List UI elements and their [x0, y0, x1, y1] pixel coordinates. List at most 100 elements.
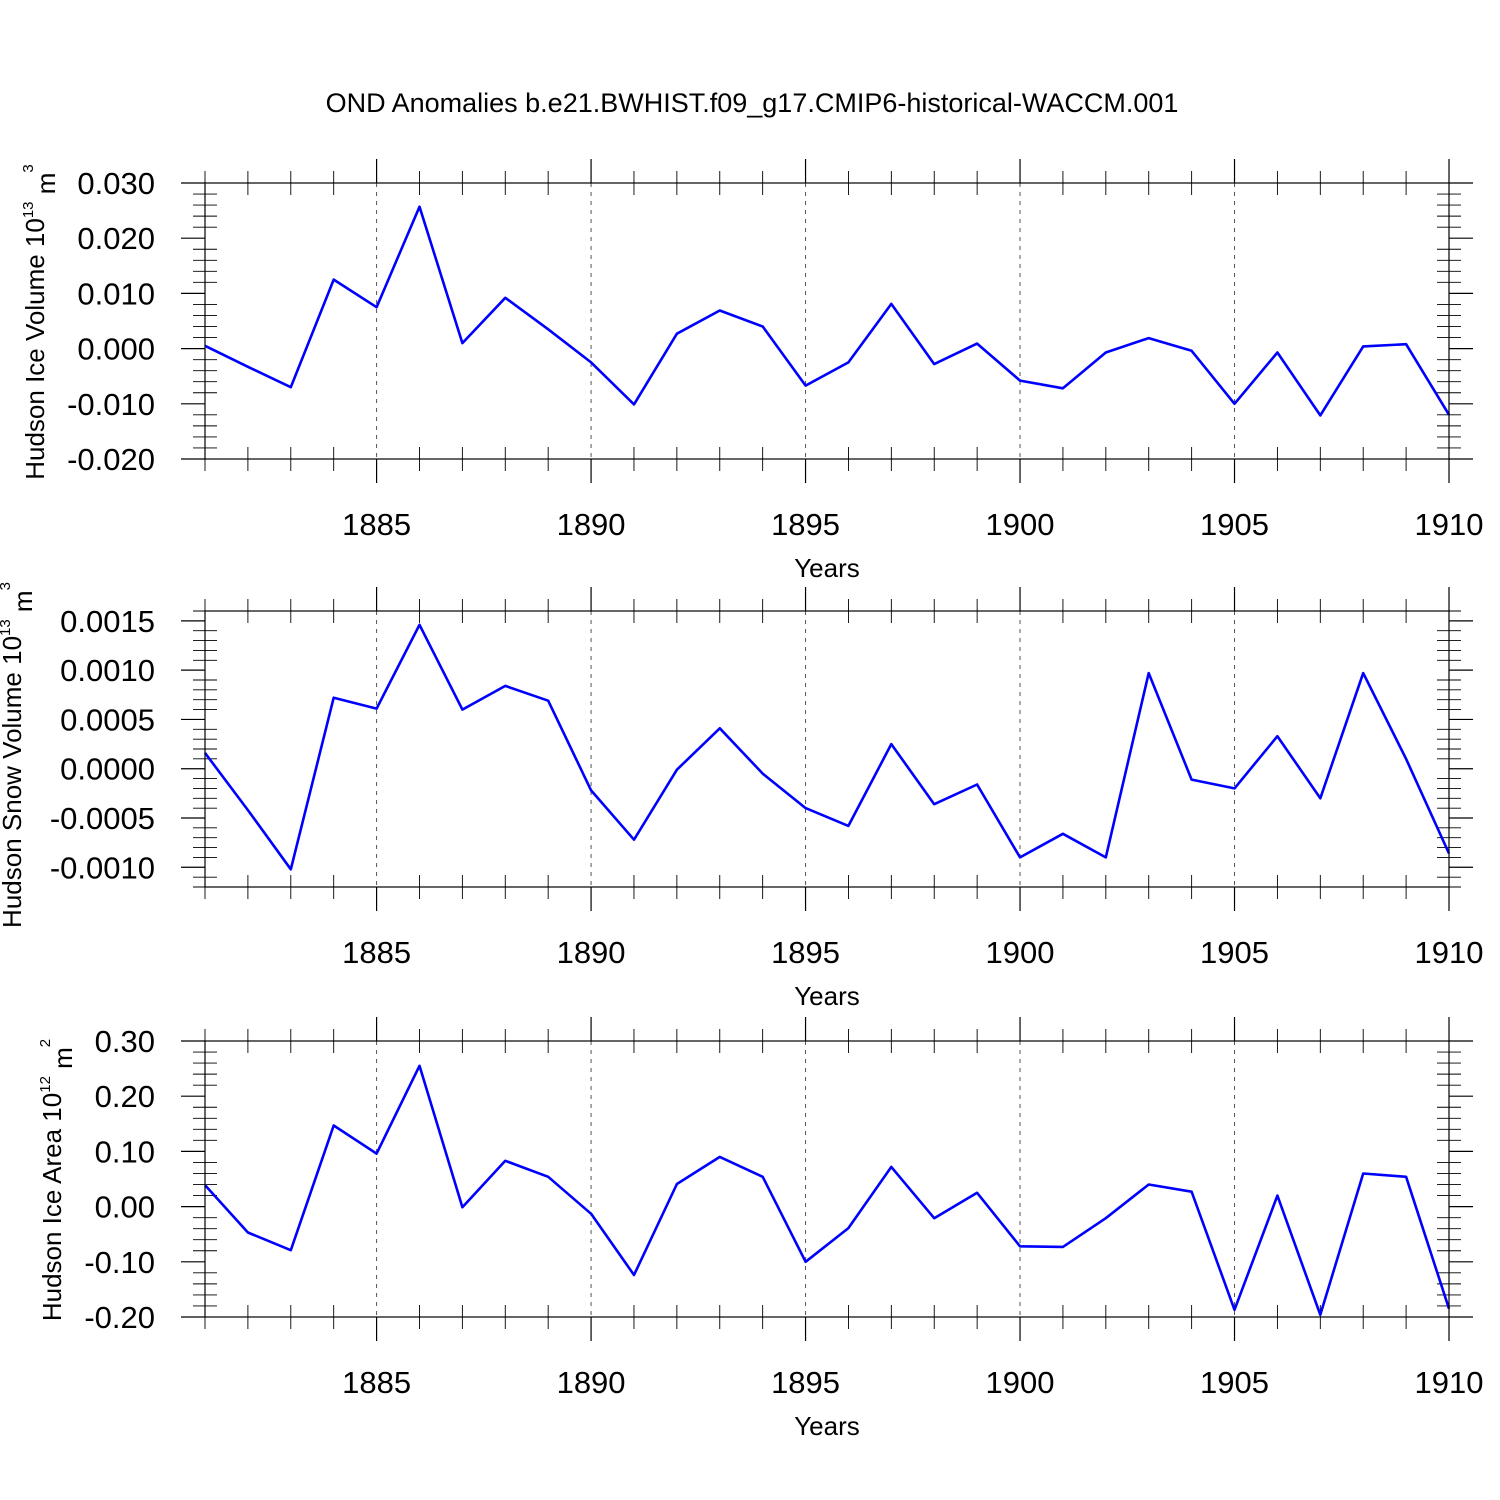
chart-panel-1: -0.020 -0.010 0.000 0.010 0.020 0.030 1885 1890…	[20, 159, 1483, 583]
plot-frame	[204, 1040, 1450, 1318]
data-point	[1233, 402, 1237, 406]
data-point	[1147, 671, 1151, 675]
x-tick-label: 1895	[771, 507, 840, 542]
y-tick-label: 0.00	[95, 1190, 155, 1225]
x-tick-label: 1885	[342, 935, 411, 970]
y-label-superscript: 13	[0, 619, 14, 636]
data-point	[932, 802, 936, 806]
data-point	[289, 1248, 293, 1252]
data-point	[846, 1226, 850, 1230]
data-point	[1018, 855, 1022, 859]
data-point	[1318, 796, 1322, 800]
x-tick-label: 1885	[342, 1365, 411, 1400]
y-tick-label: 0.0015	[60, 604, 155, 639]
data-point	[804, 384, 808, 388]
data-point	[1361, 671, 1365, 675]
x-tick-label: 1905	[1200, 1365, 1269, 1400]
data-point	[332, 1123, 336, 1127]
data-point	[1061, 1245, 1065, 1249]
data-point	[1190, 1190, 1194, 1194]
data-point	[718, 726, 722, 730]
series-line	[204, 1064, 1451, 1317]
y-tick-label: 0.030	[77, 166, 155, 201]
data-point	[417, 205, 421, 209]
data-point	[1061, 386, 1065, 390]
x-tick-label: 1885	[342, 507, 411, 542]
data-point	[632, 1273, 636, 1277]
data-point	[1233, 1308, 1237, 1312]
series-line	[203, 623, 1451, 871]
data-point	[1190, 349, 1194, 353]
y-tick-label: 0.0010	[60, 653, 155, 688]
data-point	[375, 1152, 379, 1156]
data-point	[503, 1159, 507, 1163]
y-label-superscript: 13	[20, 201, 37, 218]
x-tick-label: 1910	[1415, 507, 1484, 542]
plot-frame	[204, 182, 1450, 460]
x-tick-label: 1900	[986, 935, 1055, 970]
data-point	[1233, 786, 1237, 790]
chart-panel-3: -0.20 -0.10 0.00 0.10 0.20 0.30 1885 1890 1895 19…	[37, 1017, 1483, 1441]
data-point	[1147, 1183, 1151, 1187]
y-tick-label: 0.020	[77, 221, 155, 256]
data-point	[932, 362, 936, 366]
y-axis-label: Hudson Snow Volume 1013 m3	[0, 582, 38, 928]
x-tick-label: 1890	[557, 1365, 626, 1400]
x-tick-label: 1895	[771, 935, 840, 970]
data-point	[889, 1165, 893, 1169]
data-point	[1104, 350, 1108, 354]
data-point	[1061, 832, 1065, 836]
data-point	[846, 360, 850, 364]
data-point	[975, 1191, 979, 1195]
data-point	[1190, 778, 1194, 782]
data-point	[718, 1155, 722, 1159]
x-axis-label: Years	[794, 981, 860, 1011]
y-label-text: m	[8, 590, 38, 619]
data-point	[1147, 336, 1151, 340]
x-tick-label: 1910	[1415, 935, 1484, 970]
data-point	[1275, 734, 1279, 738]
y-tick-label: 0.30	[95, 1024, 155, 1059]
y-label-superscript: 3	[0, 582, 14, 590]
data-point	[932, 1216, 936, 1220]
y-label-text: Hudson Ice Area 10	[37, 1093, 67, 1321]
data-point	[1104, 1216, 1108, 1220]
y-tick-label: 0.0000	[60, 752, 155, 787]
data-point	[1404, 1175, 1408, 1179]
y-label-superscript: 3	[20, 164, 37, 172]
data-point	[889, 742, 893, 746]
data-point	[246, 808, 250, 812]
y-tick-label: -0.010	[67, 387, 155, 422]
data-point	[761, 772, 765, 776]
y-tick-label: -0.0010	[50, 850, 155, 885]
y-axis-label: Hudson Ice Volume 1013 m3	[20, 164, 61, 480]
x-tick-label: 1905	[1200, 935, 1269, 970]
data-point	[1404, 757, 1408, 761]
data-point	[503, 296, 507, 300]
data-point	[417, 1064, 421, 1068]
data-point	[889, 302, 893, 306]
data-point	[546, 327, 550, 331]
y-tick-label: -0.0005	[50, 801, 155, 836]
data-point	[417, 623, 421, 627]
y-tick-label: 0.10	[95, 1134, 155, 1169]
data-point	[546, 1175, 550, 1179]
data-point	[975, 342, 979, 346]
data-point	[675, 1182, 679, 1186]
data-point	[1361, 1171, 1365, 1175]
x-tick-label: 1905	[1200, 507, 1269, 542]
x-tick-label: 1910	[1415, 1365, 1484, 1400]
y-label-text: m	[48, 1047, 78, 1076]
y-label-superscript: 2	[37, 1039, 54, 1047]
y-tick-label: 0.0005	[60, 702, 155, 737]
data-point	[460, 341, 464, 345]
data-point	[460, 708, 464, 712]
data-point	[375, 707, 379, 711]
figure-title: OND Anomalies b.e21.BWHIST.f09_g17.CMIP6…	[326, 88, 1179, 118]
data-point	[589, 360, 593, 364]
x-tick-label: 1890	[557, 507, 626, 542]
data-point	[546, 699, 550, 703]
data-point	[675, 768, 679, 772]
data-point	[1318, 1313, 1322, 1317]
